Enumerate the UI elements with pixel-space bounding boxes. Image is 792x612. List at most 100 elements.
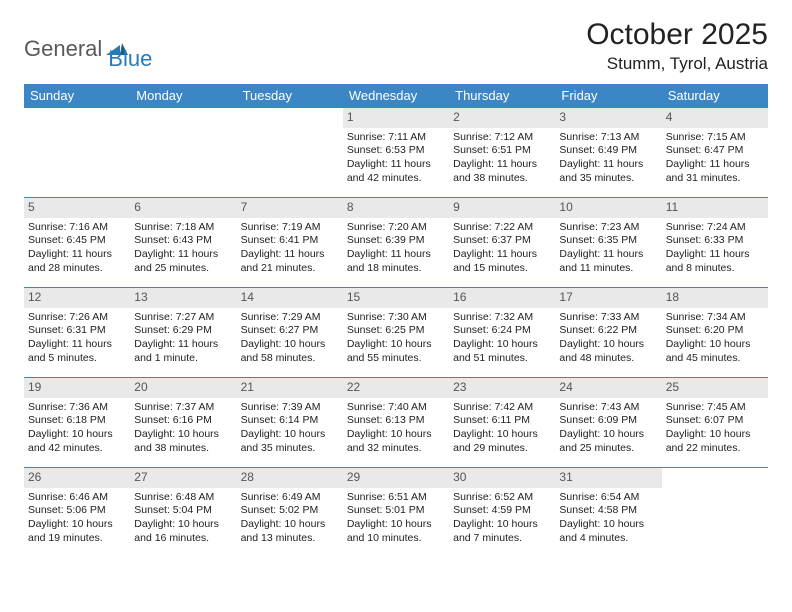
day-number: 12 xyxy=(24,288,130,308)
day-number: 1 xyxy=(343,108,449,128)
sunset-text: Sunset: 6:35 PM xyxy=(559,234,657,248)
daylight1-text: Daylight: 11 hours xyxy=(28,248,126,262)
sunset-text: Sunset: 6:14 PM xyxy=(241,414,339,428)
day-number: 30 xyxy=(449,468,555,488)
daylight1-text: Daylight: 10 hours xyxy=(559,428,657,442)
weekday-header: Sunday xyxy=(24,84,130,108)
daylight1-text: Daylight: 11 hours xyxy=(347,248,445,262)
sunrise-text: Sunrise: 7:45 AM xyxy=(666,401,764,415)
daylight2-text: and 8 minutes. xyxy=(666,262,764,276)
daylight1-text: Daylight: 10 hours xyxy=(347,518,445,532)
calendar-cell: 9Sunrise: 7:22 AMSunset: 6:37 PMDaylight… xyxy=(449,198,555,288)
daylight2-text: and 48 minutes. xyxy=(559,352,657,366)
daylight1-text: Daylight: 10 hours xyxy=(134,518,232,532)
daylight1-text: Daylight: 11 hours xyxy=(453,248,551,262)
daylight1-text: Daylight: 11 hours xyxy=(134,248,232,262)
daylight1-text: Daylight: 10 hours xyxy=(453,518,551,532)
calendar-cell xyxy=(130,108,236,198)
daylight2-text: and 28 minutes. xyxy=(28,262,126,276)
day-number: 26 xyxy=(24,468,130,488)
sunset-text: Sunset: 6:33 PM xyxy=(666,234,764,248)
day-number: 25 xyxy=(662,378,768,398)
brand-part1: General xyxy=(24,36,102,62)
daylight1-text: Daylight: 10 hours xyxy=(241,428,339,442)
calendar-table: Sunday Monday Tuesday Wednesday Thursday… xyxy=(24,84,768,558)
calendar-cell: 6Sunrise: 7:18 AMSunset: 6:43 PMDaylight… xyxy=(130,198,236,288)
day-number: 17 xyxy=(555,288,661,308)
sunrise-text: Sunrise: 7:37 AM xyxy=(134,401,232,415)
calendar-cell: 7Sunrise: 7:19 AMSunset: 6:41 PMDaylight… xyxy=(237,198,343,288)
calendar-cell: 21Sunrise: 7:39 AMSunset: 6:14 PMDayligh… xyxy=(237,378,343,468)
daylight1-text: Daylight: 10 hours xyxy=(559,518,657,532)
sunset-text: Sunset: 6:25 PM xyxy=(347,324,445,338)
daylight2-text: and 42 minutes. xyxy=(28,442,126,456)
sunset-text: Sunset: 6:07 PM xyxy=(666,414,764,428)
day-number: 20 xyxy=(130,378,236,398)
sunset-text: Sunset: 6:45 PM xyxy=(28,234,126,248)
weekday-header: Tuesday xyxy=(237,84,343,108)
day-number: 18 xyxy=(662,288,768,308)
calendar-cell: 10Sunrise: 7:23 AMSunset: 6:35 PMDayligh… xyxy=(555,198,661,288)
calendar-cell: 30Sunrise: 6:52 AMSunset: 4:59 PMDayligh… xyxy=(449,468,555,558)
daylight2-text: and 19 minutes. xyxy=(28,532,126,546)
sunset-text: Sunset: 6:27 PM xyxy=(241,324,339,338)
calendar-cell xyxy=(24,108,130,198)
day-number: 7 xyxy=(237,198,343,218)
daylight1-text: Daylight: 10 hours xyxy=(666,428,764,442)
daylight2-text: and 25 minutes. xyxy=(559,442,657,456)
sunset-text: Sunset: 6:49 PM xyxy=(559,144,657,158)
sunset-text: Sunset: 6:22 PM xyxy=(559,324,657,338)
day-number: 22 xyxy=(343,378,449,398)
daylight1-text: Daylight: 10 hours xyxy=(241,338,339,352)
daylight2-text: and 18 minutes. xyxy=(347,262,445,276)
daylight1-text: Daylight: 11 hours xyxy=(28,338,126,352)
sunrise-text: Sunrise: 6:49 AM xyxy=(241,491,339,505)
sunrise-text: Sunrise: 7:26 AM xyxy=(28,311,126,325)
weekday-header: Thursday xyxy=(449,84,555,108)
day-number: 10 xyxy=(555,198,661,218)
day-number: 21 xyxy=(237,378,343,398)
sunset-text: Sunset: 6:51 PM xyxy=(453,144,551,158)
daylight1-text: Daylight: 11 hours xyxy=(134,338,232,352)
calendar-cell: 22Sunrise: 7:40 AMSunset: 6:13 PMDayligh… xyxy=(343,378,449,468)
calendar-cell: 12 Sunrise: 7:26 AMSunset: 6:31 PMDayligh… xyxy=(24,288,130,378)
calendar-row: 1Sunrise: 7:11 AMSunset: 6:53 PMDaylight… xyxy=(24,108,768,198)
sunrise-text: Sunrise: 7:22 AM xyxy=(453,221,551,235)
daylight1-text: Daylight: 11 hours xyxy=(347,158,445,172)
sunrise-text: Sunrise: 7:30 AM xyxy=(347,311,445,325)
day-number: 19 xyxy=(24,378,130,398)
sunrise-text: Sunrise: 7:33 AM xyxy=(559,311,657,325)
sunset-text: Sunset: 6:31 PM xyxy=(28,324,126,338)
sunset-text: Sunset: 6:47 PM xyxy=(666,144,764,158)
day-number: 9 xyxy=(449,198,555,218)
sunset-text: Sunset: 6:16 PM xyxy=(134,414,232,428)
calendar-cell: 1Sunrise: 7:11 AMSunset: 6:53 PMDaylight… xyxy=(343,108,449,198)
calendar-cell: 25 Sunrise: 7:45 AMSunset: 6:07 PMDayligh… xyxy=(662,378,768,468)
day-number: 4 xyxy=(662,108,768,128)
daylight2-text: and 38 minutes. xyxy=(453,172,551,186)
daylight2-text: and 32 minutes. xyxy=(347,442,445,456)
sunrise-text: Sunrise: 7:40 AM xyxy=(347,401,445,415)
daylight2-text: and 38 minutes. xyxy=(134,442,232,456)
weekday-header: Friday xyxy=(555,84,661,108)
sunset-text: Sunset: 6:20 PM xyxy=(666,324,764,338)
calendar-cell: 4Sunrise: 7:15 AMSunset: 6:47 PMDaylight… xyxy=(662,108,768,198)
day-number: 31 xyxy=(555,468,661,488)
daylight1-text: Daylight: 11 hours xyxy=(241,248,339,262)
calendar-cell: 17Sunrise: 7:33 AMSunset: 6:22 PMDayligh… xyxy=(555,288,661,378)
sunrise-text: Sunrise: 6:48 AM xyxy=(134,491,232,505)
sunrise-text: Sunrise: 7:16 AM xyxy=(28,221,126,235)
daylight2-text: and 21 minutes. xyxy=(241,262,339,276)
sunrise-text: Sunrise: 7:42 AM xyxy=(453,401,551,415)
calendar-cell: 16Sunrise: 7:32 AMSunset: 6:24 PMDayligh… xyxy=(449,288,555,378)
sunset-text: Sunset: 6:39 PM xyxy=(347,234,445,248)
sunset-text: Sunset: 6:53 PM xyxy=(347,144,445,158)
calendar-cell: 15Sunrise: 7:30 AMSunset: 6:25 PMDayligh… xyxy=(343,288,449,378)
sunset-text: Sunset: 6:11 PM xyxy=(453,414,551,428)
weekday-header: Monday xyxy=(130,84,236,108)
sunset-text: Sunset: 5:04 PM xyxy=(134,504,232,518)
location-label: Stumm, Tyrol, Austria xyxy=(586,54,768,74)
day-number: 29 xyxy=(343,468,449,488)
daylight2-text: and 35 minutes. xyxy=(559,172,657,186)
sunrise-text: Sunrise: 7:43 AM xyxy=(559,401,657,415)
